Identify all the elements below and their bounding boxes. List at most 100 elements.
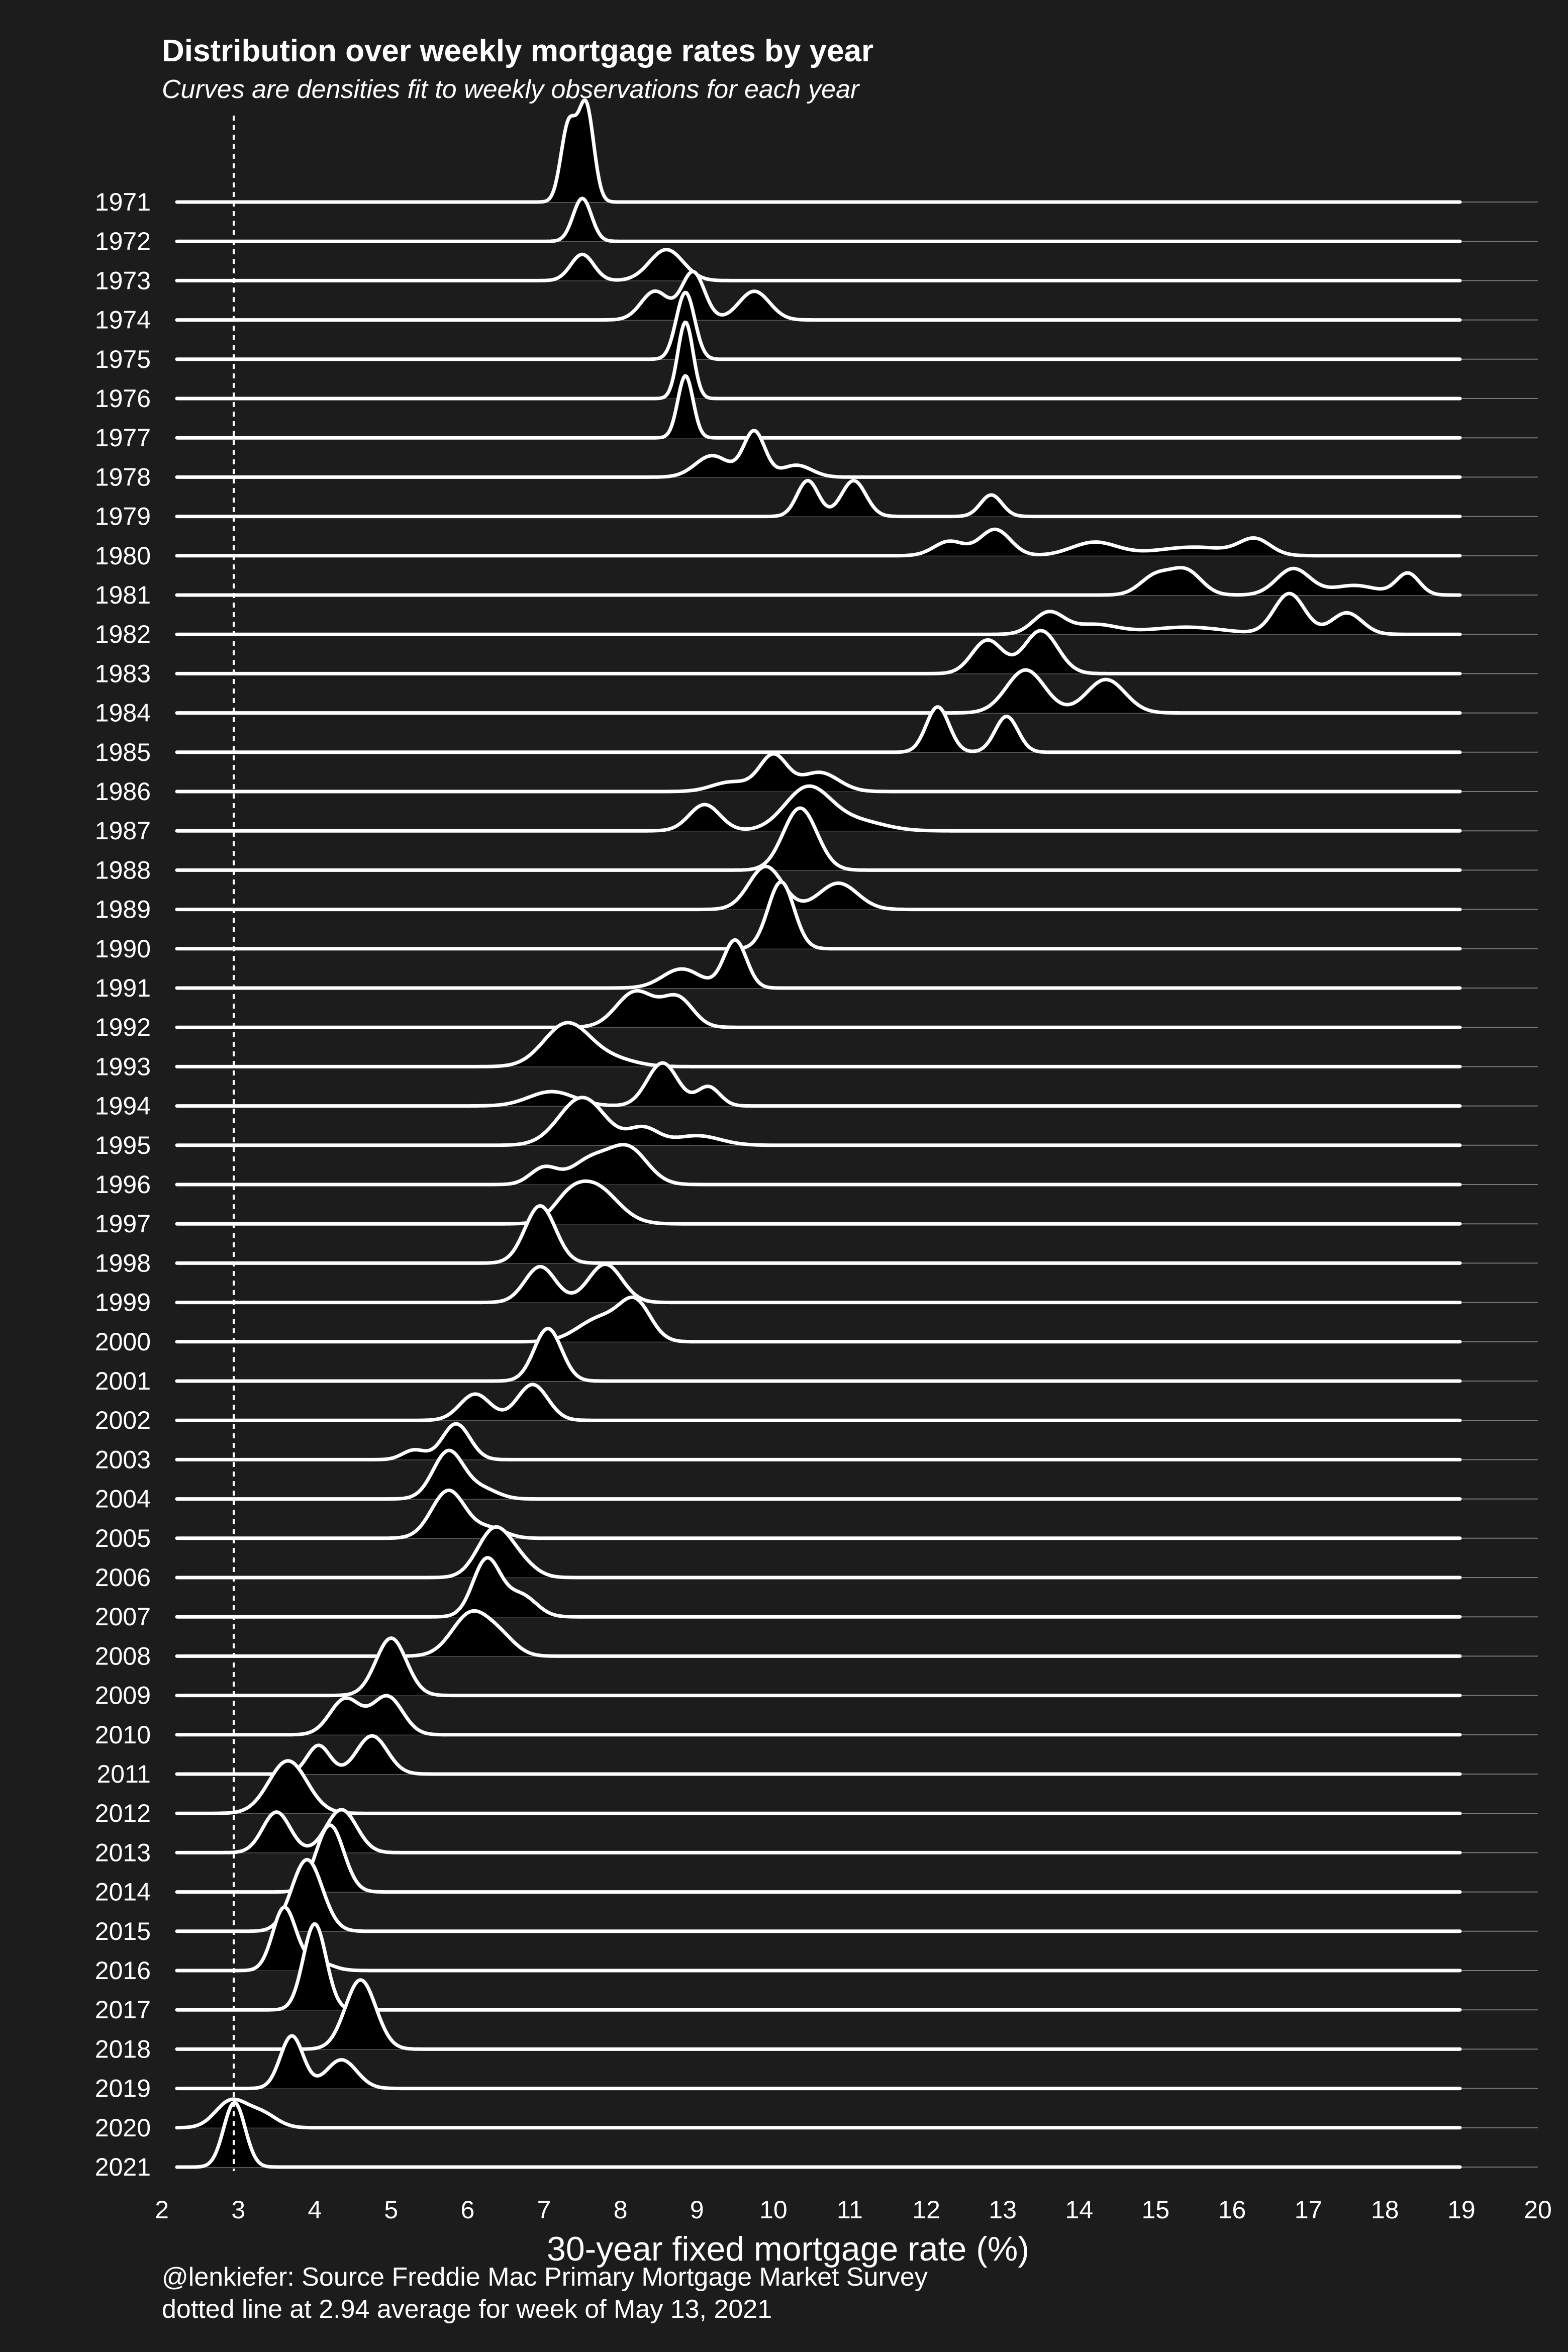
y-tick-label: 2004 xyxy=(95,1485,151,1513)
y-tick-label: 1989 xyxy=(95,896,151,924)
x-tick-label: 7 xyxy=(537,2196,551,2224)
ridge-area xyxy=(177,866,1461,910)
ridge-line xyxy=(175,1021,1462,1068)
x-tick-label: 14 xyxy=(1065,2196,1094,2224)
y-tick-label: 1990 xyxy=(95,935,151,963)
ridge-area xyxy=(177,594,1461,635)
ridge-line xyxy=(175,1422,1462,1461)
ridge-line xyxy=(175,1327,1462,1383)
ridge-line xyxy=(175,752,1462,794)
ridge-line xyxy=(175,592,1462,636)
y-tick-label: 2008 xyxy=(95,1642,151,1670)
ridge-line xyxy=(175,290,1462,361)
ridge-line xyxy=(175,668,1462,715)
y-tick-label: 2015 xyxy=(95,1917,151,1945)
y-tick-label: 1992 xyxy=(95,1013,151,1041)
y-tick-label: 1980 xyxy=(95,542,151,570)
ridge-line xyxy=(175,2097,1462,2130)
y-tick-label: 2001 xyxy=(95,1367,151,1395)
y-tick-label: 2009 xyxy=(95,1682,151,1710)
x-tick-label: 2 xyxy=(155,2196,169,2224)
y-tick-label: 1972 xyxy=(95,227,151,255)
y-tick-label: 2019 xyxy=(95,2075,151,2103)
ridge-line xyxy=(175,1808,1462,1854)
x-axis-label: 30-year fixed mortgage rate (%) xyxy=(547,2230,1029,2268)
y-tick-label: 2006 xyxy=(95,1563,151,1592)
ridge-line xyxy=(175,1734,1462,1776)
ridge-line xyxy=(175,1694,1462,1737)
ridge-line xyxy=(175,1295,1462,1344)
caption-line-2: dotted line at 2.94 average for week of … xyxy=(162,2295,772,2324)
chart-title: Distribution over weekly mortgage rates … xyxy=(162,34,873,68)
ridge-area xyxy=(177,786,1461,831)
y-tick-label: 1997 xyxy=(95,1210,151,1238)
y-tick-label: 2005 xyxy=(95,1524,151,1552)
y-tick-label: 2014 xyxy=(95,1878,151,1906)
y-tick-label: 1975 xyxy=(95,345,151,373)
y-tick-label: 2002 xyxy=(95,1406,151,1434)
x-tick-label: 15 xyxy=(1142,2196,1170,2224)
ridge-line xyxy=(175,806,1462,872)
y-tick-label: 1973 xyxy=(95,266,151,295)
x-tick-label: 9 xyxy=(690,2196,704,2224)
y-tick-label: 2003 xyxy=(95,1445,151,1474)
y-tick-labels: 1971 1972 1973 1974 1975 1976 1977 1978 1979 1980… xyxy=(95,188,151,2181)
x-tick-label: 20 xyxy=(1524,2196,1552,2224)
y-tick-label: 2018 xyxy=(95,2035,151,2063)
x-tick-label: 13 xyxy=(989,2196,1017,2224)
ridge-line xyxy=(175,1525,1462,1580)
ridge-area xyxy=(177,1760,1461,1814)
chart-subtitle: Curves are densities fit to weekly obser… xyxy=(162,75,860,104)
y-tick-label: 1974 xyxy=(95,306,151,334)
ridge-line xyxy=(175,1556,1462,1619)
ridge-area xyxy=(177,567,1461,595)
x-tick-label: 18 xyxy=(1371,2196,1399,2224)
x-tick-label: 8 xyxy=(614,2196,628,2224)
y-tick-label: 2021 xyxy=(95,2153,151,2181)
ridge-line xyxy=(175,1448,1462,1501)
y-tick-label: 2007 xyxy=(95,1603,151,1631)
x-tick-label: 12 xyxy=(912,2196,940,2224)
ridge-line xyxy=(175,1143,1462,1187)
x-tick-label: 6 xyxy=(461,2196,475,2224)
x-tick-label: 4 xyxy=(308,2196,322,2224)
ridge-area xyxy=(177,1859,1461,1931)
ridge-line xyxy=(175,1179,1462,1226)
x-tick-label: 11 xyxy=(837,2196,863,2224)
y-tick-label: 2017 xyxy=(95,1996,151,2024)
ridge-line xyxy=(175,99,1462,204)
ridge-line xyxy=(175,478,1462,519)
ridge-area xyxy=(177,1384,1461,1421)
ridge-area xyxy=(177,2035,1461,2089)
y-tick-label: 1982 xyxy=(95,620,151,648)
y-tick-label: 1976 xyxy=(95,384,151,413)
y-tick-label: 1998 xyxy=(95,1249,151,1277)
y-tick-label: 1991 xyxy=(95,974,151,1002)
x-tick-label: 3 xyxy=(231,2196,245,2224)
ridge-line xyxy=(175,527,1462,558)
caption-line-1: @lenkiefer: Source Freddie Mac Primary M… xyxy=(162,2263,928,2292)
ridge-line xyxy=(175,1262,1462,1305)
ridge-line xyxy=(175,1857,1462,1933)
ridge-line xyxy=(175,429,1462,479)
ridge-line xyxy=(175,1823,1462,1894)
y-tick-label: 1977 xyxy=(95,424,151,452)
ridge-line xyxy=(175,1204,1462,1265)
ridge-line xyxy=(175,197,1462,243)
ridge-line xyxy=(175,1061,1462,1108)
x-tick-label: 5 xyxy=(384,2196,398,2224)
ridge-area xyxy=(177,1924,1461,2010)
ridge-line xyxy=(175,1905,1462,1973)
ridge-line xyxy=(175,374,1462,440)
y-tick-label: 2013 xyxy=(95,1838,151,1867)
x-tick-label: 10 xyxy=(759,2196,788,2224)
y-tick-label: 1988 xyxy=(95,856,151,884)
ridge-line xyxy=(175,784,1462,833)
ridge-line xyxy=(175,269,1462,322)
ridge-line xyxy=(175,989,1462,1029)
y-tick-label: 2020 xyxy=(95,2114,151,2142)
y-tick-label: 2012 xyxy=(95,1799,151,1827)
y-tick-label: 1996 xyxy=(95,1170,151,1199)
y-tick-label: 1979 xyxy=(95,503,151,531)
